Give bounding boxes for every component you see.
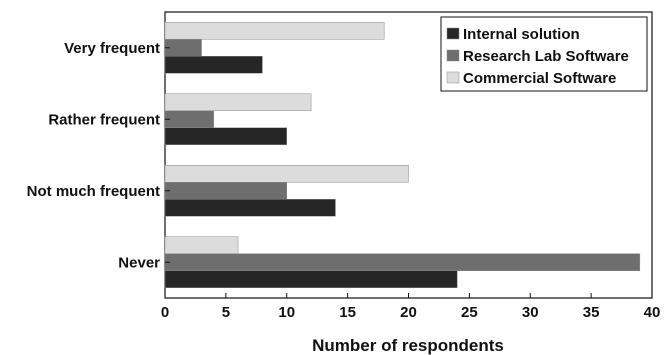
y-axis-labels: Very frequent Rather frequent Not much fre… — [27, 40, 170, 271]
bar-research-lab-software-not-much-frequent — [164, 182, 287, 200]
y-tick-label: Rather frequent — [48, 111, 160, 128]
x-tick-label: 25 — [461, 304, 478, 321]
bar-research-lab-software-never — [164, 253, 641, 271]
bar-internal-solution-never — [164, 270, 458, 288]
x-axis: 0 5 10 15 20 25 30 35 40 — [161, 293, 661, 321]
bar-commercial-software-very-frequent — [164, 22, 385, 40]
y-tick-label: Never — [118, 254, 160, 271]
x-tick-label: 30 — [522, 304, 539, 321]
bar-commercial-software-never — [164, 236, 239, 254]
legend-swatch — [446, 71, 460, 84]
bar-research-lab-software-rather-frequent — [164, 110, 214, 128]
x-tick-label: 0 — [161, 304, 169, 321]
x-tick-label: 35 — [583, 304, 600, 321]
bars-group — [164, 22, 641, 288]
bar-internal-solution-rather-frequent — [164, 127, 287, 145]
legend-label: Internal solution — [463, 26, 580, 43]
x-tick-label: 40 — [644, 304, 661, 321]
y-tick-label: Not much frequent — [27, 183, 160, 200]
legend: Internal solution Research Lab Software Co… — [440, 16, 648, 92]
legend-label: Commercial Software — [463, 70, 616, 87]
x-tick-label: 15 — [339, 304, 356, 321]
x-tick-label: 10 — [278, 304, 295, 321]
bar-internal-solution-very-frequent — [164, 56, 263, 74]
bar-research-lab-software-very-frequent — [164, 39, 202, 57]
x-tick-label: 5 — [222, 304, 230, 321]
legend-swatch — [446, 27, 460, 40]
legend-label: Research Lab Software — [463, 48, 629, 65]
legend-swatch — [446, 49, 460, 62]
x-axis-title: Number of respondents — [312, 336, 504, 355]
bar-internal-solution-not-much-frequent — [164, 199, 336, 217]
legend-box — [440, 16, 648, 92]
bar-commercial-software-not-much-frequent — [164, 165, 409, 183]
x-tick-label: 20 — [400, 304, 417, 321]
bar-commercial-software-rather-frequent — [164, 93, 312, 111]
y-tick-label: Very frequent — [64, 40, 160, 57]
